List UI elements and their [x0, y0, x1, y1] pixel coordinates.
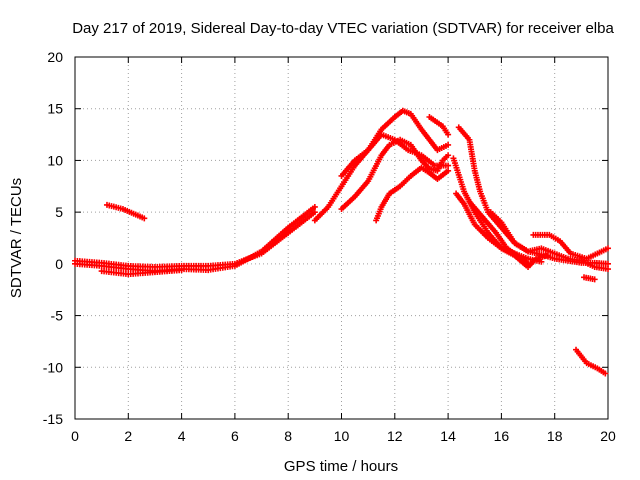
- series-trace-15: [530, 231, 611, 262]
- data-point: [445, 162, 452, 169]
- series-trace-14: [487, 209, 611, 273]
- x-axis-label: GPS time / hours: [284, 458, 398, 475]
- data-point: [445, 141, 452, 148]
- x-tick-label: 2: [124, 428, 132, 444]
- y-tick-label: -5: [51, 308, 64, 324]
- grid: [75, 57, 608, 419]
- series-trace-4: [103, 201, 148, 222]
- x-tick-label: 10: [334, 428, 350, 444]
- axis-ticks: 0 2 4 6 8 10 12 14 16 18 20 -15 -10 -5 0 5 10 15 20: [43, 49, 616, 444]
- x-tick-label: 6: [231, 428, 239, 444]
- data-point: [445, 152, 452, 159]
- x-tick-label: 8: [284, 428, 292, 444]
- data-series: [72, 107, 611, 377]
- x-tick-label: 4: [178, 428, 186, 444]
- data-point: [543, 252, 550, 259]
- series-trace-16: [581, 274, 598, 283]
- x-tick-label: 12: [387, 428, 403, 444]
- x-tick-label: 14: [440, 428, 456, 444]
- data-point: [591, 276, 598, 283]
- y-axis-label: SDTVAR / TECUs: [8, 178, 25, 298]
- data-point: [178, 267, 185, 274]
- x-tick-label: 18: [547, 428, 563, 444]
- x-tick-label: 16: [494, 428, 510, 444]
- y-tick-label: 10: [47, 152, 63, 168]
- chart-title: Day 217 of 2019, Sidereal Day-to-day VTE…: [72, 20, 614, 37]
- data-point: [141, 215, 148, 222]
- series-trace-17: [573, 346, 609, 377]
- x-tick-label: 20: [600, 428, 616, 444]
- y-tick-label: -10: [43, 359, 63, 375]
- data-point: [605, 245, 611, 252]
- y-tick-label: -15: [43, 411, 63, 427]
- data-point: [525, 260, 532, 267]
- y-tick-label: 20: [47, 49, 63, 65]
- series-trace-2: [72, 203, 318, 275]
- series-trace-8: [373, 164, 452, 224]
- series-trace-1: [72, 209, 318, 270]
- y-tick-label: 15: [47, 101, 63, 117]
- x-tick-label: 0: [71, 428, 79, 444]
- data-point: [605, 266, 611, 273]
- data-point: [605, 260, 611, 267]
- y-tick-label: 5: [55, 204, 63, 220]
- series-trace-13: [466, 198, 532, 267]
- data-point: [445, 131, 452, 138]
- series-trace-3: [98, 267, 185, 278]
- series-trace-7: [338, 136, 452, 213]
- data-point: [538, 258, 545, 265]
- y-tick-label: 0: [55, 256, 63, 272]
- series-trace-9: [426, 113, 452, 138]
- data-point: [311, 203, 318, 210]
- data-point: [602, 370, 609, 377]
- data-point: [311, 209, 318, 216]
- data-point: [445, 167, 452, 174]
- series-trace-10: [455, 124, 611, 267]
